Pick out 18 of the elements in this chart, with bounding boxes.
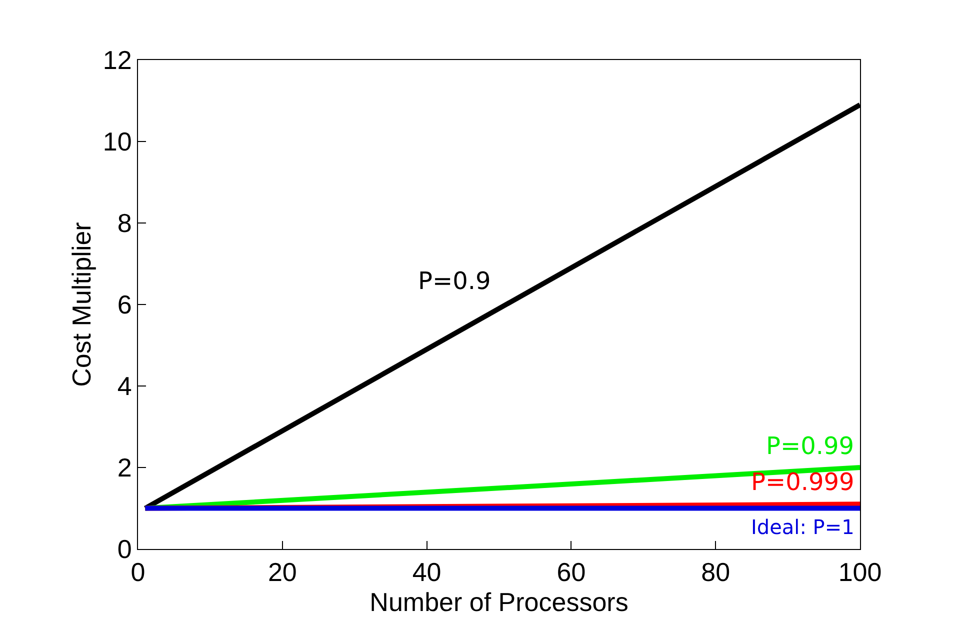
y-tick-label: 2 xyxy=(117,452,132,483)
series-label: P=0.999 xyxy=(751,468,854,496)
x-tick-label: 60 xyxy=(556,557,586,588)
x-tick-label: 100 xyxy=(838,557,882,588)
series-label: P=0.9 xyxy=(418,267,491,295)
series-label: P=0.99 xyxy=(766,432,854,460)
x-axis-title: Number of Processors xyxy=(370,587,628,618)
x-tick-label: 20 xyxy=(268,557,297,588)
y-tick-label: 4 xyxy=(117,371,132,402)
y-tick-label: 12 xyxy=(102,45,132,76)
y-axis-title: Cost Multiplier xyxy=(66,222,96,387)
y-tick-label: 10 xyxy=(102,126,132,157)
y-tick-label: 8 xyxy=(117,208,132,238)
y-tick-label: 6 xyxy=(117,290,132,320)
y-tick-label: 0 xyxy=(117,534,132,564)
x-tick-label: 40 xyxy=(412,557,442,588)
series-label: Ideal: P=1 xyxy=(751,515,854,539)
x-tick-label: 80 xyxy=(701,557,730,588)
